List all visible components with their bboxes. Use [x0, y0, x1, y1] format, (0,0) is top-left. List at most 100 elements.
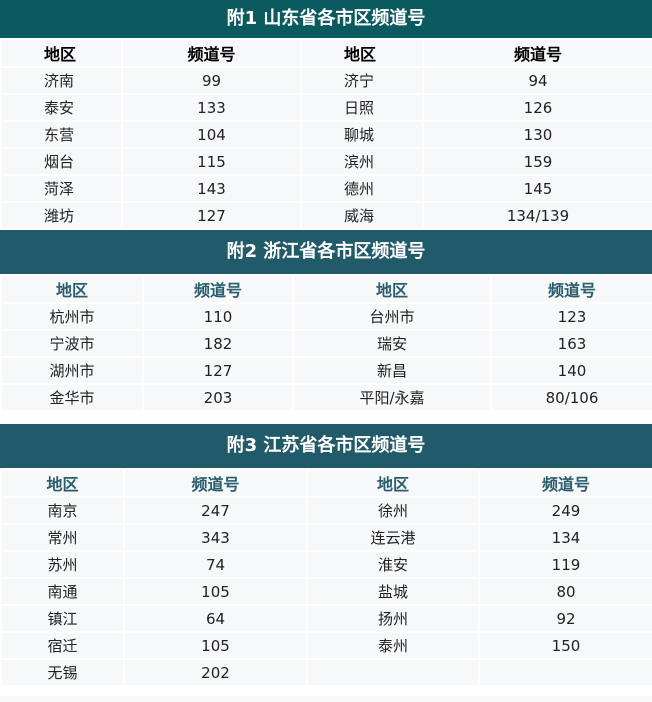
- channel-cell: 99: [121, 66, 302, 95]
- channel-cell: 182: [142, 329, 294, 358]
- channel-cell: 130: [422, 120, 652, 149]
- region-cell: 南通: [0, 577, 125, 606]
- table-row: 东营 104 聊城 130: [0, 120, 652, 149]
- channel-cell: 159: [422, 147, 652, 176]
- region-header: 地区: [306, 468, 480, 498]
- channel-cell: 203: [142, 383, 294, 412]
- region-cell: 平阳/永嘉: [292, 383, 492, 412]
- table-row: 南京 247 徐州 249: [0, 496, 652, 525]
- region-header: 地区: [0, 38, 123, 68]
- shandong-channel-table: 地区 频道号 地区 频道号 济南 99 济宁 94 泰安 133 日照 126 东营 104 聊城 130 烟台…: [0, 38, 652, 230]
- channel-cell: 74: [123, 550, 308, 579]
- channel-cell: 105: [123, 631, 308, 660]
- header-row: 地区 频道号 地区 频道号: [0, 274, 652, 304]
- region-cell: 南京: [0, 496, 125, 525]
- table-row: 泰安 133 日照 126: [0, 93, 652, 122]
- region-cell: 常州: [0, 523, 125, 552]
- region-cell: 扬州: [306, 604, 480, 633]
- region-cell: 滨州: [300, 147, 424, 176]
- channel-cell: 127: [142, 356, 294, 385]
- table-row: 济南 99 济宁 94: [0, 66, 652, 95]
- channel-cell: 80: [478, 577, 652, 606]
- table-row: 金华市 203 平阳/永嘉 80/106: [0, 383, 652, 412]
- table-row: 菏泽 143 德州 145: [0, 174, 652, 203]
- table-title: 附2 浙江省各市区频道号: [0, 230, 652, 274]
- region-cell: 新昌: [292, 356, 492, 385]
- channel-cell: 123: [490, 302, 652, 331]
- region-header: 地区: [0, 274, 144, 304]
- region-cell: 泰安: [0, 93, 123, 122]
- table-row: 杭州市 110 台州市 123: [0, 302, 652, 331]
- region-cell: 徐州: [306, 496, 480, 525]
- channel-cell: 202: [123, 658, 308, 687]
- table-row: 烟台 115 滨州 159: [0, 147, 652, 176]
- channel-cell: 247: [123, 496, 308, 525]
- channel-header: 频道号: [422, 38, 652, 68]
- region-cell: 无锡: [0, 658, 125, 687]
- channel-cell: 143: [121, 174, 302, 203]
- table-title: 附3 江苏省各市区频道号: [0, 424, 652, 468]
- channel-cell: 105: [123, 577, 308, 606]
- region-cell: 宁波市: [0, 329, 144, 358]
- region-cell: 金华市: [0, 383, 144, 412]
- channel-cell: 126: [422, 93, 652, 122]
- region-cell: 盐城: [306, 577, 480, 606]
- bottom-divider: [0, 696, 652, 702]
- table-row: 南通 105 盐城 80: [0, 577, 652, 606]
- zhejiang-channel-table: 地区 频道号 地区 频道号 杭州市 110 台州市 123 宁波市 182 瑞安 163 湖州市 127 新…: [0, 274, 652, 412]
- channel-header: 频道号: [123, 468, 308, 498]
- channel-cell: 140: [490, 356, 652, 385]
- region-cell: 威海: [300, 201, 424, 230]
- region-cell: 杭州市: [0, 302, 144, 331]
- region-cell: 菏泽: [0, 174, 123, 203]
- jiangsu-channel-table: 地区 频道号 地区 频道号 南京 247 徐州 249 常州 343 连云港 134 苏州 74 淮安 119…: [0, 468, 652, 687]
- channel-cell: 163: [490, 329, 652, 358]
- region-cell: 瑞安: [292, 329, 492, 358]
- channel-cell: 127: [121, 201, 302, 230]
- channel-cell: 64: [123, 604, 308, 633]
- region-cell: 聊城: [300, 120, 424, 149]
- region-cell: 湖州市: [0, 356, 144, 385]
- table-row: 宿迁 105 泰州 150: [0, 631, 652, 660]
- channel-header: 频道号: [142, 274, 294, 304]
- channel-cell: [478, 658, 652, 687]
- region-cell: 连云港: [306, 523, 480, 552]
- channel-cell: 94: [422, 66, 652, 95]
- channel-cell: 134/139: [422, 201, 652, 230]
- channel-cell: 115: [121, 147, 302, 176]
- table-row: 湖州市 127 新昌 140: [0, 356, 652, 385]
- region-cell: 镇江: [0, 604, 125, 633]
- channel-cell: 249: [478, 496, 652, 525]
- region-header: 地区: [300, 38, 424, 68]
- header-row: 地区 频道号 地区 频道号: [0, 38, 652, 68]
- table-row: 宁波市 182 瑞安 163: [0, 329, 652, 358]
- channel-cell: 104: [121, 120, 302, 149]
- table-row: 镇江 64 扬州 92: [0, 604, 652, 633]
- header-row: 地区 频道号 地区 频道号: [0, 468, 652, 498]
- channel-header: 频道号: [478, 468, 652, 498]
- region-cell: 东营: [0, 120, 123, 149]
- region-header: 地区: [0, 468, 125, 498]
- region-cell: 烟台: [0, 147, 123, 176]
- table-row: 常州 343 连云港 134: [0, 523, 652, 552]
- channel-cell: 134: [478, 523, 652, 552]
- channel-header: 频道号: [121, 38, 302, 68]
- table-row: 潍坊 127 威海 134/139: [0, 201, 652, 230]
- jiangsu-section: 附3 江苏省各市区频道号 地区 频道号 地区 频道号 南京 247 徐州 249 常州 343 连云…: [0, 424, 652, 687]
- channel-cell: 133: [121, 93, 302, 122]
- region-cell: 济南: [0, 66, 123, 95]
- shandong-section: 附1 山东省各市区频道号 地区 频道号 地区 频道号 济南 99 济宁 94 泰安 133 日照 12…: [0, 0, 652, 230]
- channel-cell: 119: [478, 550, 652, 579]
- channel-cell: 150: [478, 631, 652, 660]
- channel-cell: 343: [123, 523, 308, 552]
- table-row: 苏州 74 淮安 119: [0, 550, 652, 579]
- region-cell: 淮安: [306, 550, 480, 579]
- channel-cell: 80/106: [490, 383, 652, 412]
- region-cell: 德州: [300, 174, 424, 203]
- channel-header: 频道号: [490, 274, 652, 304]
- region-cell: 日照: [300, 93, 424, 122]
- table-row: 无锡 202: [0, 658, 652, 687]
- channel-cell: 92: [478, 604, 652, 633]
- channel-cell: 110: [142, 302, 294, 331]
- region-cell: 台州市: [292, 302, 492, 331]
